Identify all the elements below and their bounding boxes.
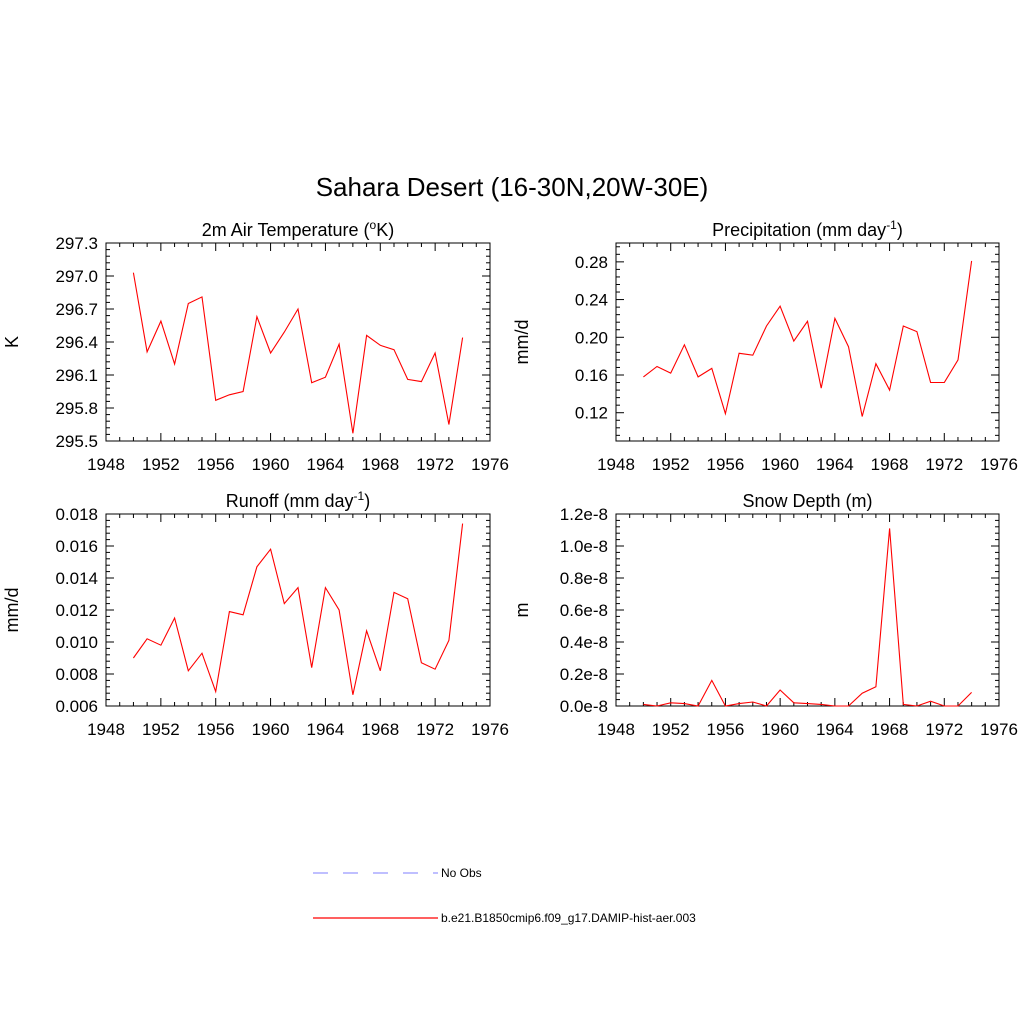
panel-title-sup: o [370, 218, 377, 232]
y-tick-label: 295.8 [55, 399, 98, 418]
x-tick-label: 1968 [361, 720, 399, 739]
panel-4: Snow Depth (m) m 1948 1952 1956 1960 1964 1968 1… [512, 491, 1018, 739]
y-tick-label: 0.012 [55, 601, 98, 620]
x-tick-label: 1948 [597, 455, 635, 474]
panel-3: Runoff (mm day-1) mm/d 1948 1952 1956 1960 196… [2, 489, 509, 739]
plot-frame [615, 513, 1000, 707]
x-tick-label: 1956 [707, 720, 745, 739]
y-tick-label: 0.010 [55, 633, 98, 652]
series-line [132, 523, 464, 695]
x-tick-label: 1952 [142, 720, 180, 739]
y-tick-label: 0.24 [575, 291, 608, 310]
x-tick-label: 1976 [980, 720, 1018, 739]
legend: No Obs b.e21.B1850cmip6.f09_g17.DAMIP-hi… [313, 866, 696, 925]
x-tick-label: 1952 [652, 455, 690, 474]
x-tick-label: 1956 [197, 720, 235, 739]
panel-title-main: Snow Depth (m) [742, 491, 872, 511]
x-tick-label: 1952 [652, 720, 690, 739]
panel-title-sup: -1 [354, 489, 365, 503]
x-tick-label: 1964 [816, 455, 854, 474]
x-tick-label: 1968 [871, 720, 909, 739]
x-tick-label: 1964 [307, 455, 345, 474]
y-tick-label: 0.014 [55, 569, 98, 588]
y-tick-label: 0.006 [55, 697, 98, 716]
series-line [643, 260, 973, 417]
y-tick-label: 297.0 [55, 267, 98, 286]
x-tick-label: 1960 [252, 455, 290, 474]
x-tick-label: 1968 [871, 455, 909, 474]
panels: 2m Air Temperature (oK) K 1948 1952 1956 1960… [2, 218, 1018, 739]
x-tick-label: 1948 [87, 455, 125, 474]
panel-title: Precipitation (mm day-1) [712, 218, 903, 240]
x-tick-label: 1964 [307, 720, 345, 739]
panel-title: 2m Air Temperature (oK) [202, 218, 394, 240]
panel-title: Runoff (mm day-1) [226, 489, 370, 511]
figure-title: Sahara Desert (16-30N,20W-30E) [316, 172, 709, 202]
panel-title-tail: ) [364, 491, 370, 511]
x-tick-label: 1972 [925, 720, 963, 739]
x-tick-label: 1960 [761, 455, 799, 474]
y-tick-label: 0.008 [55, 665, 98, 684]
y-tick-label: 0.0e-8 [560, 697, 608, 716]
x-tick-label: 1956 [197, 455, 235, 474]
x-tick-label: 1948 [597, 720, 635, 739]
y-tick-label: 296.7 [55, 300, 98, 319]
y-tick-label: 296.1 [55, 366, 98, 385]
y-axis-label: K [2, 336, 22, 348]
series-line [132, 272, 464, 434]
panel-title-tail: ) [897, 220, 903, 240]
x-tick-label: 1948 [87, 720, 125, 739]
x-tick-label: 1972 [416, 455, 454, 474]
panel-1: 2m Air Temperature (oK) K 1948 1952 1956 1960… [2, 218, 509, 474]
x-tick-label: 1972 [925, 455, 963, 474]
x-tick-label: 1952 [142, 455, 180, 474]
x-tick-label: 1960 [252, 720, 290, 739]
x-tick-label: 1956 [707, 455, 745, 474]
panel-title-main: Runoff (mm day [226, 491, 354, 511]
x-tick-label: 1960 [761, 720, 799, 739]
y-axis-label: mm/d [512, 320, 532, 365]
y-tick-label: 0.018 [55, 505, 98, 524]
y-tick-label: 0.20 [575, 328, 608, 347]
y-tick-label: 297.3 [55, 234, 98, 253]
panel-title-tail: K) [376, 220, 394, 240]
y-tick-label: 296.4 [55, 333, 98, 352]
y-axis-label: mm/d [2, 588, 22, 633]
y-tick-label: 0.28 [575, 253, 608, 272]
y-tick-label: 0.12 [575, 404, 608, 423]
y-tick-label: 0.4e-8 [560, 633, 608, 652]
y-tick-label: 1.0e-8 [560, 537, 608, 556]
x-tick-label: 1964 [816, 720, 854, 739]
x-tick-label: 1976 [471, 720, 509, 739]
y-tick-label: 0.6e-8 [560, 601, 608, 620]
y-tick-label: 1.2e-8 [560, 505, 608, 524]
legend-obs-label: No Obs [441, 866, 482, 880]
y-tick-label: 295.5 [55, 432, 98, 451]
panel-title-main: 2m Air Temperature ( [202, 220, 370, 240]
plot-frame [105, 513, 491, 707]
x-tick-label: 1972 [416, 720, 454, 739]
x-tick-label: 1976 [471, 455, 509, 474]
panel-title: Snow Depth (m) [742, 491, 872, 511]
legend-model-label: b.e21.B1850cmip6.f09_g17.DAMIP-hist-aer.… [441, 911, 696, 925]
y-axis-label: m [512, 603, 532, 618]
x-tick-label: 1968 [361, 455, 399, 474]
y-tick-label: 0.2e-8 [560, 665, 608, 684]
plot-frame [105, 242, 491, 442]
x-tick-label: 1976 [980, 455, 1018, 474]
y-tick-label: 0.16 [575, 366, 608, 385]
y-tick-label: 0.016 [55, 537, 98, 556]
panel-title-sup: -1 [886, 218, 897, 232]
series-line [643, 528, 972, 707]
y-tick-label: 0.8e-8 [560, 569, 608, 588]
panel-title-main: Precipitation (mm day [712, 220, 886, 240]
panel-2: Precipitation (mm day-1) mm/d 1948 1952 1956… [512, 218, 1018, 474]
plot-frame [615, 242, 1000, 442]
